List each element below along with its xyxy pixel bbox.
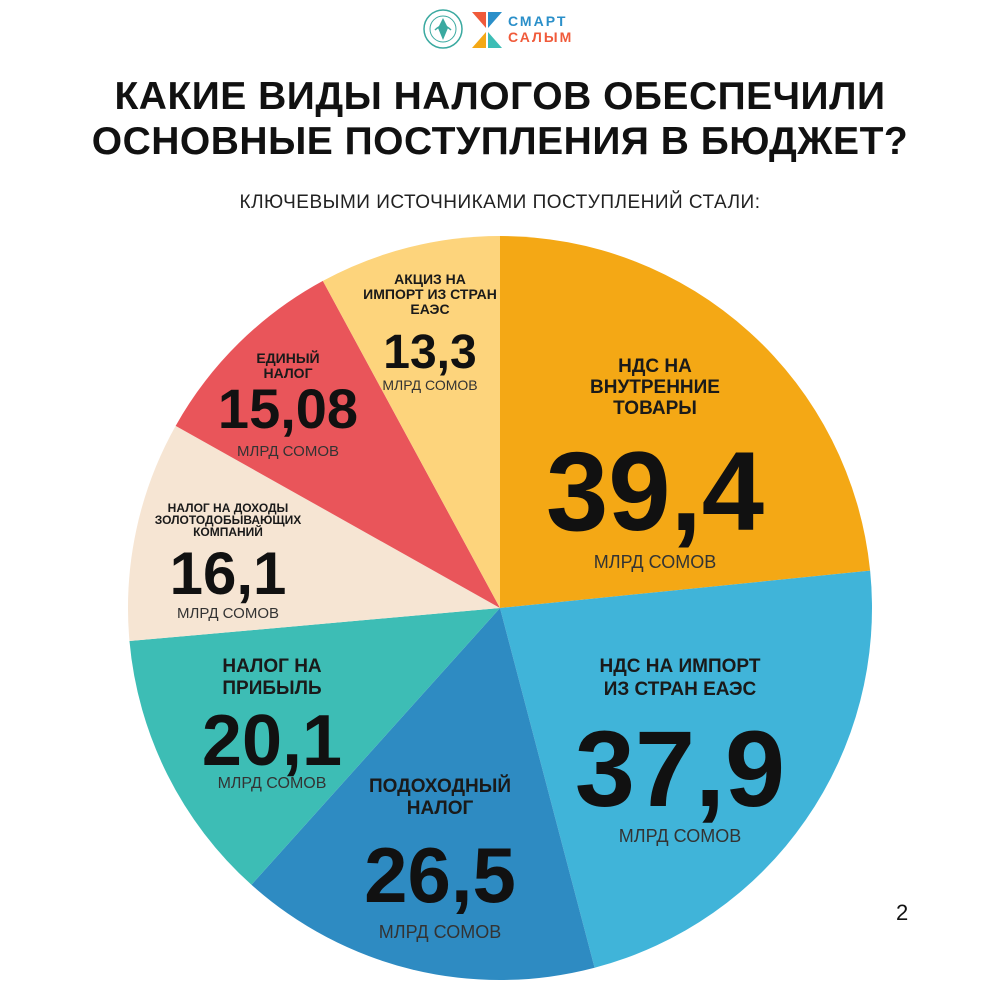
title-line-2: ОСНОВНЫЕ ПОСТУПЛЕНИЯ В БЮДЖЕТ? bbox=[91, 120, 909, 163]
slice-category-label: НАЛОГ НА bbox=[222, 656, 322, 677]
slice-category-label: ТОВАРЫ bbox=[613, 398, 697, 419]
slice-unit-label: МЛРД СОМОВ bbox=[594, 552, 716, 572]
slice-value-label: 16,1 bbox=[170, 540, 287, 607]
slice-value-label: 39,4 bbox=[546, 429, 764, 554]
slice-unit-label: МЛРД СОМОВ bbox=[237, 443, 339, 460]
slice-category-label: ЕДИНЫЙ bbox=[256, 349, 319, 366]
slice-category-label: ПРИБЫЛЬ bbox=[222, 678, 321, 699]
pie-slice bbox=[127, 425, 500, 642]
slice-value-label: 26,5 bbox=[364, 831, 516, 919]
pie-slice bbox=[175, 280, 500, 608]
slice-unit-label: МЛРД СОМОВ bbox=[619, 826, 741, 846]
title-line-1: КАКИЕ ВИДЫ НАЛОГОВ ОБЕСПЕЧИЛИ bbox=[114, 75, 886, 118]
slice-category-label: НАЛОГ НА ДОХОДЫ bbox=[168, 501, 289, 515]
slice-value-label: 37,9 bbox=[575, 708, 785, 829]
slice-category-label: НАЛОГ bbox=[407, 798, 474, 819]
slice-value-label: 13,3 bbox=[383, 326, 476, 379]
page-subtitle: КЛЮЧЕВЫМИ ИСТОЧНИКАМИ ПОСТУПЛЕНИЙ СТАЛИ: bbox=[239, 192, 761, 213]
slice-unit-label: МЛРД СОМОВ bbox=[382, 377, 477, 393]
slice-category-label: ЗОЛОТОДОБЫВАЮЩИХ bbox=[155, 513, 302, 527]
brand-line-2: САЛЫМ bbox=[508, 29, 574, 45]
emblem-icon bbox=[423, 9, 463, 49]
brand-logo: СМАРТ САЛЫМ bbox=[470, 10, 600, 50]
slice-category-label: НДС НА bbox=[618, 356, 692, 377]
slice-category-label: ЕАЭС bbox=[410, 301, 449, 317]
slice-category-label: НДС НА ИМПОРТ bbox=[600, 656, 761, 677]
pie-slice bbox=[322, 236, 500, 608]
slice-unit-label: МЛРД СОМОВ bbox=[379, 922, 501, 942]
header: СМАРТ САЛЫМ bbox=[0, 8, 1000, 52]
pie-slice bbox=[251, 608, 595, 980]
slice-category-label: ИЗ СТРАН ЕАЭС bbox=[604, 679, 757, 700]
slice-unit-label: МЛРД СОМОВ bbox=[177, 605, 279, 622]
pie-slice bbox=[129, 608, 500, 885]
slice-category-label: АКЦИЗ НА bbox=[394, 271, 466, 287]
slice-category-label: ИМПОРТ ИЗ СТРАН bbox=[363, 286, 497, 302]
brand-name: СМАРТ САЛЫМ bbox=[508, 13, 573, 45]
slice-value-label: 15,08 bbox=[218, 377, 358, 440]
slice-value-label: 20,1 bbox=[202, 701, 342, 781]
brand-line-1: СМАРТ bbox=[508, 13, 568, 29]
slice-category-label: КОМПАНИЙ bbox=[193, 524, 263, 539]
page-title: КАКИЕ ВИДЫ НАЛОГОВ ОБЕСПЕЧИЛИ ОСНОВНЫЕ П… bbox=[0, 74, 1000, 164]
slice-category-label: ВНУТРЕННИЕ bbox=[590, 377, 720, 398]
smart-salym-logo-icon bbox=[472, 12, 502, 48]
pie-slice bbox=[500, 570, 872, 968]
pie-slice bbox=[500, 236, 871, 608]
page-number: 2 bbox=[896, 900, 909, 925]
slice-category-label: НАЛОГ bbox=[263, 365, 312, 381]
slice-unit-label: МЛРД СОМОВ bbox=[218, 775, 327, 792]
slice-label-group: НАЛОГ НА ДОХОДЫЗОЛОТОДОБЫВАЮЩИХКОМПАНИЙ1… bbox=[155, 501, 302, 622]
slice-category-label: ПОДОХОДНЫЙ bbox=[369, 775, 511, 797]
